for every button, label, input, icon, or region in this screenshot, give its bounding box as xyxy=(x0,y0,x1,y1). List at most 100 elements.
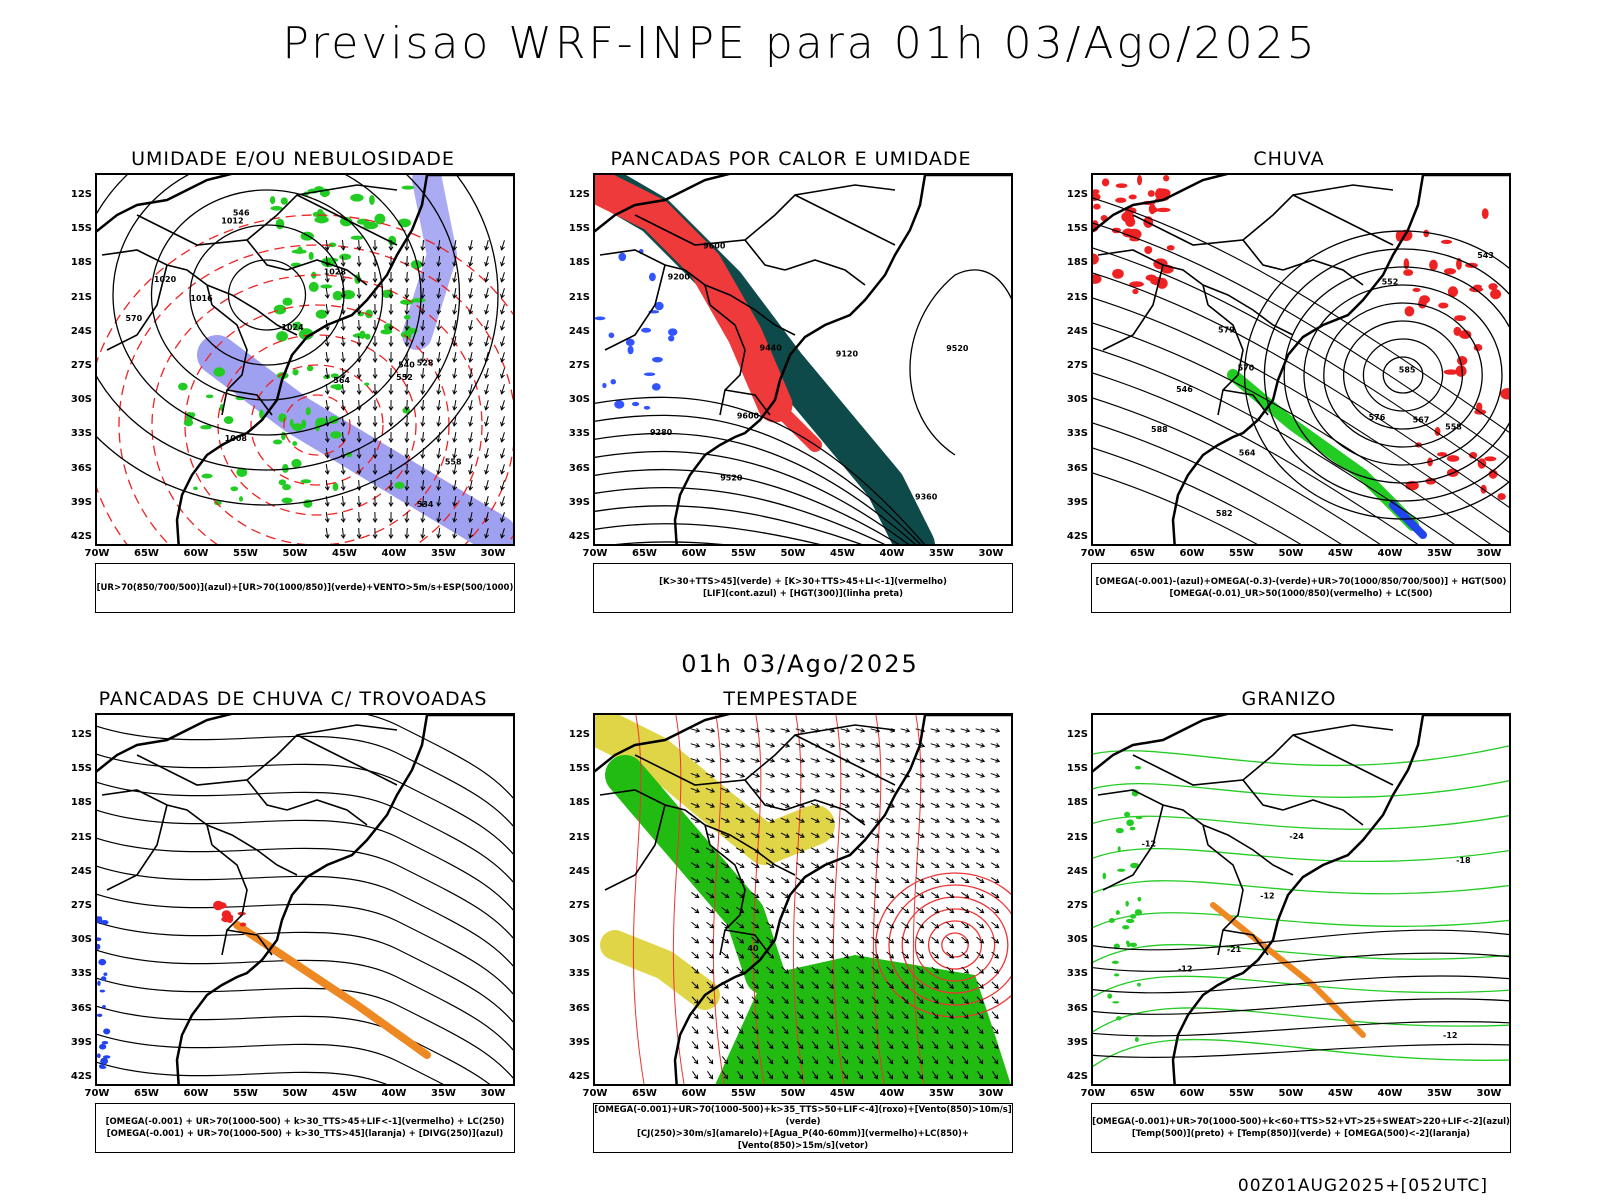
hgt300-contour xyxy=(595,432,916,544)
lat-tick-label: 27S xyxy=(70,900,92,911)
wind-vector xyxy=(690,787,701,793)
wind-vector xyxy=(340,527,346,539)
lif-contour xyxy=(618,252,627,262)
wind-vector xyxy=(500,528,505,539)
streamline xyxy=(97,809,513,911)
lat-tick-label: 30S xyxy=(568,394,590,406)
wind-vector xyxy=(975,832,985,838)
rh-low-contour xyxy=(213,367,226,377)
wind-vector xyxy=(372,271,378,283)
wind-vector xyxy=(340,287,346,299)
divg-area xyxy=(100,976,107,982)
wind-vector xyxy=(388,287,394,299)
map-canvas: 1016 1020 1024 1012 1008 1028 570 564 558 552 546 5… xyxy=(97,175,513,544)
lif-contour xyxy=(667,328,678,336)
lon-tick-label: 45W xyxy=(1328,1088,1353,1099)
country-border xyxy=(206,824,298,876)
contour-label: -12 xyxy=(1443,1031,1457,1040)
rh-low-contour xyxy=(281,463,289,474)
storm-red-area xyxy=(221,910,232,919)
wind-vector xyxy=(827,1071,834,1080)
map-area: 582 576 570 564 558 552 546 543 585 588 579 567 xyxy=(1091,173,1511,546)
wind-vector xyxy=(468,304,474,315)
omega-weak-area xyxy=(1389,501,1427,539)
country-border xyxy=(704,824,796,876)
wind-vector xyxy=(452,479,458,491)
country-border xyxy=(1207,844,1244,956)
wind-vector xyxy=(468,320,474,331)
wind-vector xyxy=(796,1056,804,1065)
wind-vector xyxy=(720,787,731,793)
wind-vector xyxy=(930,847,940,853)
lif-contour xyxy=(627,345,634,355)
wind-vector xyxy=(886,1056,894,1065)
contour-label: 528 xyxy=(417,358,434,367)
wind-vector xyxy=(946,996,954,1004)
wind-vector xyxy=(468,416,474,427)
thickness-contour xyxy=(118,244,513,544)
rh-low-contour xyxy=(369,194,375,205)
wind-vector xyxy=(751,1056,759,1065)
wind-vector xyxy=(915,832,925,838)
wind-vector xyxy=(404,335,410,347)
wind-vector xyxy=(855,727,866,733)
rh-low-contour xyxy=(205,394,214,399)
wind-vector xyxy=(721,1026,729,1035)
wind-vector xyxy=(765,743,776,748)
wind-vector xyxy=(871,951,880,959)
hgt300-contour xyxy=(595,487,886,544)
omega-rh50-area xyxy=(1476,402,1483,412)
rh-low-contour xyxy=(403,314,411,320)
wind-vector xyxy=(946,921,955,929)
country-border xyxy=(1282,799,1364,826)
wind-vector xyxy=(356,415,362,427)
wind-vector xyxy=(930,802,940,808)
country-border xyxy=(1207,304,1244,416)
wind-vector xyxy=(826,1056,834,1065)
wind-vector xyxy=(841,981,849,989)
wind-vector xyxy=(766,906,775,914)
lif-contour xyxy=(643,405,651,410)
contour-label: 9360 xyxy=(915,493,938,502)
legend-line: [OMEGA(-0.001) + UR>70(1000-500) + k>30_… xyxy=(106,1129,504,1139)
wind-vector xyxy=(420,239,426,251)
wind-vector xyxy=(736,981,744,989)
contour-label: 9200 xyxy=(668,272,691,281)
temp850-contour xyxy=(1113,973,1120,977)
legend-line: [OMEGA(-0.001)-(azul)+OMEGA(-0.3)-(verde… xyxy=(1095,577,1507,587)
wind-vector xyxy=(811,906,820,914)
wind-vector xyxy=(735,772,746,778)
wind-vector xyxy=(404,527,410,539)
wind-vector xyxy=(721,1011,729,1020)
wind-vector xyxy=(780,772,791,778)
wind-vector xyxy=(810,847,820,853)
omega-rh50-area xyxy=(1456,355,1468,366)
lat-tick-label: 18S xyxy=(70,797,92,809)
wind-vector xyxy=(404,431,410,443)
wind-vector xyxy=(886,1026,894,1035)
wind-vector xyxy=(886,996,894,1004)
wind-vector xyxy=(690,847,700,853)
streamline xyxy=(97,725,513,827)
wind-vector xyxy=(931,951,940,959)
wind-vector xyxy=(324,383,330,395)
lon-tick-label: 60W xyxy=(183,1088,209,1099)
lif-contour xyxy=(614,400,625,409)
wind-vector xyxy=(945,772,956,778)
omega-rh50-area xyxy=(1481,208,1489,220)
lat-tick-label: 15S xyxy=(1066,763,1088,775)
lon-tick-label: 70W xyxy=(1080,548,1106,559)
omega500-area xyxy=(1210,902,1366,1038)
wind-vector xyxy=(404,271,410,283)
wind-vector xyxy=(500,368,505,379)
rh-low-contour xyxy=(332,482,339,491)
wind-vector xyxy=(976,981,984,989)
panel-title: UMIDADE E/OU NEBULOSIDADE xyxy=(131,148,455,170)
wind-vector xyxy=(975,787,986,793)
lon-tick-label: 65W xyxy=(134,548,159,559)
wind-vector xyxy=(751,1026,759,1035)
lat-tick-label: 36S xyxy=(1066,1002,1088,1014)
rh-low-contour xyxy=(178,382,188,391)
wind-vector xyxy=(705,743,716,748)
divg-area xyxy=(100,919,109,925)
